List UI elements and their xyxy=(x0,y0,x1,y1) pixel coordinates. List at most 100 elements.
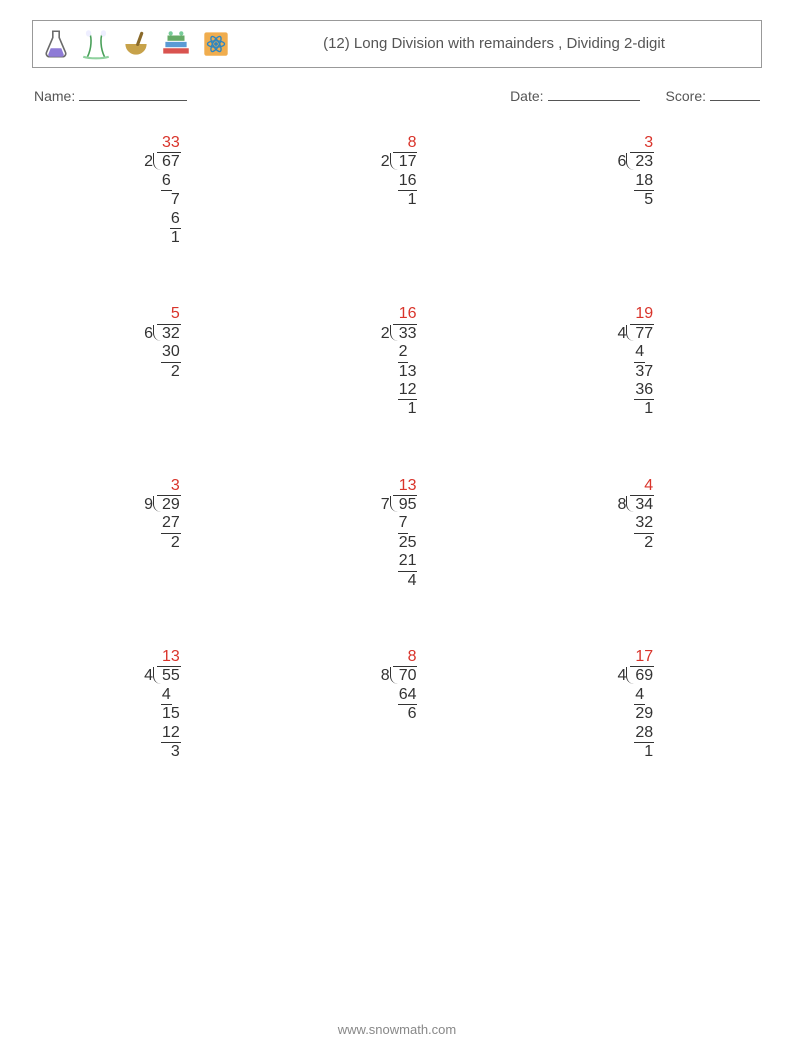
work-steps: 6761 xyxy=(140,172,181,248)
dividend: 23 xyxy=(634,153,654,171)
footer-link[interactable]: www.snowmath.com xyxy=(0,1022,794,1037)
dividend: 17 xyxy=(398,153,418,171)
header-icons xyxy=(39,27,233,61)
books-icon xyxy=(159,27,193,61)
bring-down: 3 xyxy=(157,743,181,761)
problem-10: 13455415123 xyxy=(42,648,279,761)
bring-down: 1 xyxy=(157,229,181,247)
dividend-bracket: 69 xyxy=(628,667,654,685)
dividend-bracket: 33 xyxy=(392,325,418,343)
subtract-line: 4 xyxy=(634,686,645,705)
work-steps: 646 xyxy=(376,686,417,724)
dividend: 29 xyxy=(161,496,181,514)
work-steps: 302 xyxy=(140,343,181,381)
bring-down: 2 xyxy=(630,534,654,552)
flask-icon xyxy=(39,27,73,61)
quotient: 13 xyxy=(157,648,181,667)
long-division: 3623185 xyxy=(613,134,654,247)
name-label: Name: xyxy=(34,88,75,104)
dividend-bracket: 23 xyxy=(628,153,654,171)
work-steps: 213121 xyxy=(376,343,417,419)
dividend: 69 xyxy=(634,667,654,685)
problem-11: 8870646 xyxy=(279,648,516,761)
score-blank[interactable] xyxy=(710,86,760,101)
quotient: 3 xyxy=(630,134,654,153)
bring-down: 5 xyxy=(630,191,654,209)
problem-2: 8217161 xyxy=(279,134,516,247)
dividend-bracket: 17 xyxy=(392,153,418,171)
bring-down: 2 xyxy=(157,363,181,381)
work-steps: 429281 xyxy=(613,686,654,762)
subtract-line: 6 xyxy=(161,172,172,191)
work-steps: 322 xyxy=(613,514,654,552)
work-steps: 161 xyxy=(376,172,417,210)
long-division: 17 469429281 xyxy=(613,648,654,761)
long-division: 16 233213121 xyxy=(376,305,417,418)
bring-down: 1 xyxy=(630,400,654,418)
dividend: 32 xyxy=(161,325,181,343)
worksheet-title: (12) Long Division with remainders , Div… xyxy=(233,35,755,53)
dividend: 55 xyxy=(161,667,181,685)
quotient: 8 xyxy=(393,134,417,153)
bring-down: 4 xyxy=(393,572,417,590)
dividend: 67 xyxy=(161,153,181,171)
dividend-bracket: 67 xyxy=(155,153,181,171)
books-icon xyxy=(159,27,193,61)
snowdrop-icon xyxy=(79,27,113,61)
subtract-line: 28 xyxy=(634,724,654,743)
quotient: 33 xyxy=(157,134,181,153)
subtract-line: 6 xyxy=(170,210,181,229)
bring-down: 2 xyxy=(157,534,181,552)
quotient: 5 xyxy=(157,305,181,324)
bring-down: 29 xyxy=(630,705,654,723)
dividend: 70 xyxy=(398,667,418,685)
name-field: Name: xyxy=(34,86,187,104)
subtract-line: 36 xyxy=(634,381,654,400)
bring-down: 1 xyxy=(630,743,654,761)
dividend-bracket: 55 xyxy=(155,667,181,685)
subtract-line: 27 xyxy=(161,514,181,533)
subtract-line: 4 xyxy=(634,343,645,362)
dividend: 33 xyxy=(398,325,418,343)
quotient: 8 xyxy=(393,648,417,667)
bring-down: 13 xyxy=(393,363,417,381)
problem-1: 332676761 xyxy=(42,134,279,247)
info-row: Name: Date: Score: xyxy=(32,86,762,104)
problems-grid: 3326767618217161362318556323021623321312… xyxy=(32,134,762,761)
dividend-bracket: 29 xyxy=(155,496,181,514)
mortar-icon xyxy=(119,27,153,61)
problem-3: 3623185 xyxy=(515,134,752,247)
problem-4: 5632302 xyxy=(42,305,279,418)
subtract-line: 32 xyxy=(634,514,654,533)
problem-5: 16 233213121 xyxy=(279,305,516,418)
bring-down: 37 xyxy=(630,363,654,381)
subtract-line: 21 xyxy=(398,552,418,571)
quotient: 13 xyxy=(393,477,417,496)
name-blank[interactable] xyxy=(79,86,187,101)
subtract-line: 12 xyxy=(398,381,418,400)
bring-down: 6 xyxy=(393,705,417,723)
bring-down: 7 xyxy=(157,191,181,209)
score-label: Score: xyxy=(666,88,706,104)
quotient: 3 xyxy=(157,477,181,496)
problem-8: 13795725214 xyxy=(279,477,516,590)
long-division: 3929272 xyxy=(140,477,181,590)
dividend-bracket: 34 xyxy=(628,496,654,514)
quotient: 19 xyxy=(630,305,654,324)
subtract-line: 2 xyxy=(398,343,409,362)
quotient: 16 xyxy=(393,305,417,324)
long-division: 13795725214 xyxy=(376,477,417,590)
long-division: 8870646 xyxy=(376,648,417,761)
date-blank[interactable] xyxy=(548,86,640,101)
long-division: 4834322 xyxy=(613,477,654,590)
page: (12) Long Division with remainders , Div… xyxy=(0,0,794,1053)
quotient: 17 xyxy=(630,648,654,667)
work-steps: 437361 xyxy=(613,343,654,419)
long-division: 5632302 xyxy=(140,305,181,418)
dividend-bracket: 32 xyxy=(155,325,181,343)
date-label: Date: xyxy=(510,88,543,104)
dividend-bracket: 70 xyxy=(392,667,418,685)
bring-down: 1 xyxy=(393,400,417,418)
subtract-line: 18 xyxy=(634,172,654,191)
atom-book-icon xyxy=(199,27,233,61)
